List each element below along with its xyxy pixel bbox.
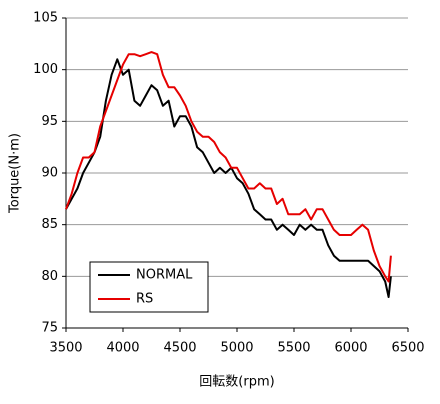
x-axis-label: 回転数(rpm) xyxy=(199,375,274,390)
y-tick-label: 95 xyxy=(41,114,58,129)
legend-label: NORMAL xyxy=(136,268,193,283)
legend-label: RS xyxy=(136,292,153,307)
x-tick-label: 6500 xyxy=(391,341,424,356)
y-tick-label: 105 xyxy=(33,11,58,26)
line-series xyxy=(65,58,392,298)
y-axis-label: Torque(N·m) xyxy=(8,133,23,214)
x-tick-label: 5500 xyxy=(277,341,310,356)
y-tick-label: 100 xyxy=(33,62,58,77)
x-tick-label: 4500 xyxy=(163,341,196,356)
x-tick-label: 3500 xyxy=(49,341,82,356)
line-series xyxy=(65,51,392,283)
y-tick-label: 80 xyxy=(41,269,58,284)
legend-box xyxy=(89,261,209,313)
x-tick-label: 5000 xyxy=(220,341,253,356)
x-tick-label: 4000 xyxy=(106,341,139,356)
y-tick-label: 75 xyxy=(41,321,58,336)
y-tick-label: 90 xyxy=(41,166,58,181)
y-tick-label: 85 xyxy=(41,217,58,232)
x-tick-label: 6000 xyxy=(334,341,367,356)
